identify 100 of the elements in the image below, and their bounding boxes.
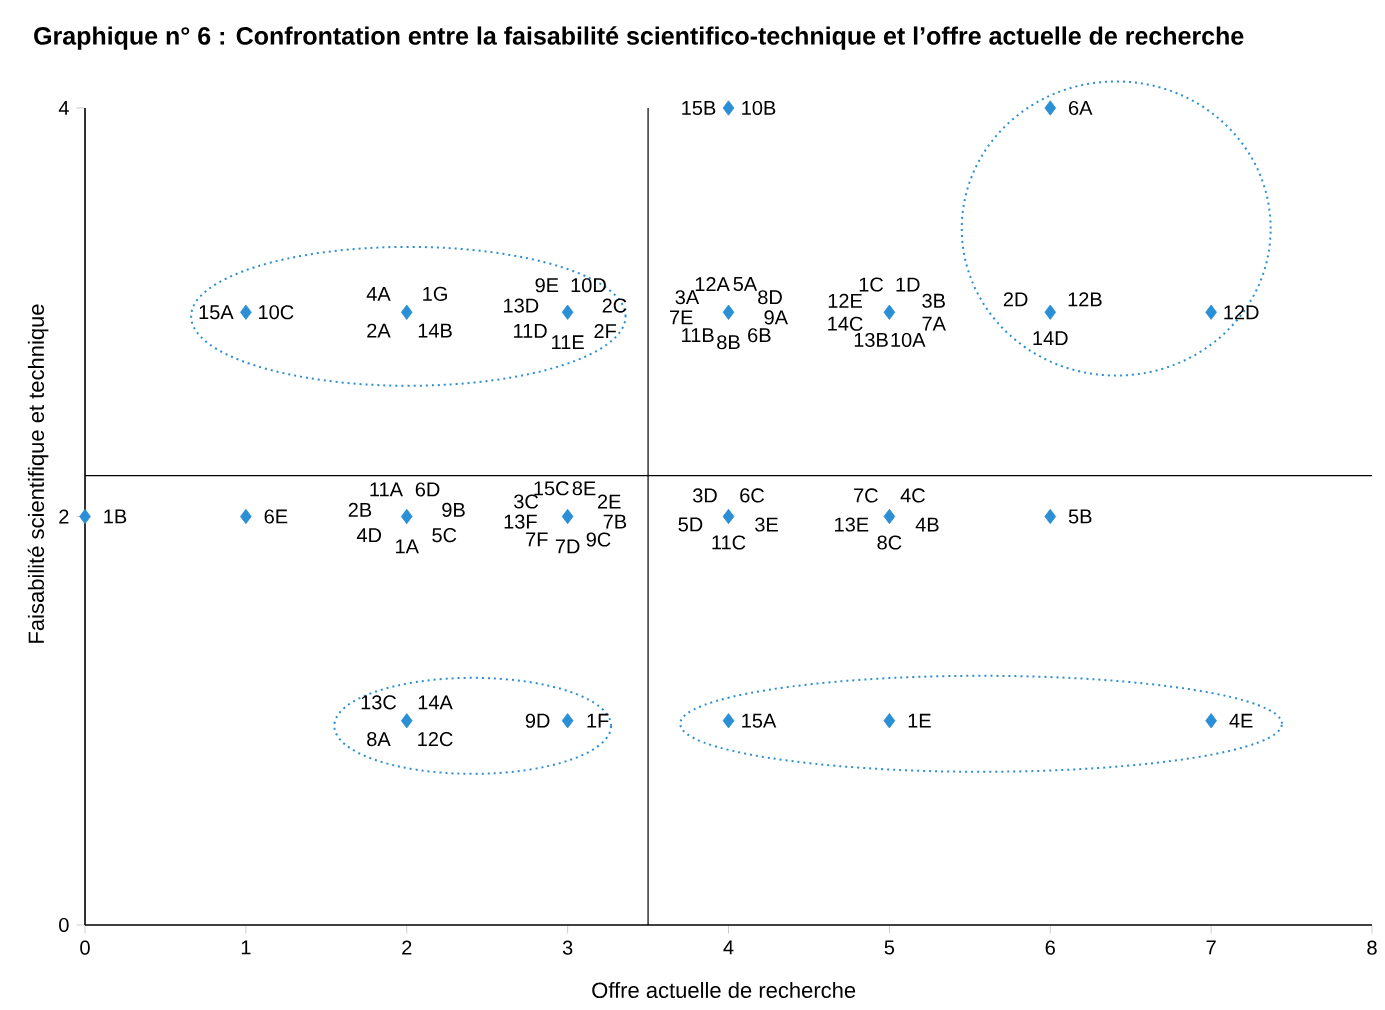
annotation: 7B	[603, 514, 627, 529]
point	[240, 508, 252, 525]
annotation: 4E	[1229, 713, 1253, 728]
annotation: 9E	[535, 278, 559, 293]
annotation: 7E	[670, 310, 693, 325]
point	[1205, 713, 1217, 729]
annotation: 9B	[442, 502, 465, 517]
annotation: 4C	[900, 488, 925, 503]
point	[400, 304, 413, 320]
annotation: 11E	[552, 335, 584, 350]
annotation: 8B	[717, 335, 740, 350]
annotation: 10B	[742, 100, 776, 116]
annotation: 13F	[504, 514, 537, 529]
annotation: 7C	[854, 488, 878, 503]
annotation: 7D	[555, 539, 580, 554]
annotation: 14D	[1033, 331, 1068, 346]
point	[1044, 508, 1057, 525]
annotation: 10A	[891, 332, 926, 348]
annotation: 6C	[740, 488, 765, 503]
point	[561, 713, 574, 729]
annotation: 5D	[678, 517, 703, 532]
y-tick-label: 4	[58, 101, 69, 115]
annotation: 14A	[418, 695, 453, 710]
point	[883, 508, 896, 525]
annotation: 6E	[264, 509, 288, 524]
annotation: 3A	[675, 290, 700, 305]
point	[561, 508, 574, 525]
point	[400, 508, 413, 525]
y-tick-label: 2	[59, 509, 69, 524]
point	[1205, 304, 1217, 320]
annotation: 8A	[367, 732, 391, 747]
x-tick-label: 2	[402, 940, 412, 955]
annotation: 13E	[835, 517, 869, 532]
annotation: 5A	[733, 277, 758, 292]
annotation: 2D	[1003, 292, 1028, 307]
annotation: 9A	[764, 310, 788, 325]
annotation: 3B	[922, 293, 945, 308]
annotation: 1A	[396, 539, 419, 554]
annotation: 12C	[418, 732, 453, 747]
annotation: 6B	[748, 328, 771, 343]
x-tick-label: 5	[884, 940, 895, 955]
annotation: 3D	[692, 488, 717, 503]
x-tick-label: 7	[1206, 940, 1216, 955]
x-tick-label: 8	[1367, 940, 1377, 955]
annotation: 8E	[572, 481, 596, 496]
annotation: 11B	[682, 328, 714, 343]
annotation: 13B	[854, 332, 888, 348]
annotation: 15A	[199, 305, 234, 320]
annotation: 4D	[356, 528, 382, 543]
annotation: 1D	[896, 277, 920, 292]
annotation: 8D	[758, 290, 782, 305]
annotation: 1E	[908, 713, 931, 728]
point	[240, 304, 252, 320]
annotation: 1C	[859, 277, 884, 292]
point	[722, 508, 735, 525]
annotation: 13C	[361, 695, 397, 710]
x-tick-label: 4	[723, 940, 734, 955]
annotation: 12E	[828, 293, 862, 308]
point	[722, 304, 735, 320]
annotation: 2A	[367, 323, 391, 338]
point	[79, 508, 91, 525]
x-axis-title: Offre actuelle de recherche	[592, 981, 856, 999]
annotation: 15A	[742, 713, 777, 728]
annotation: 6A	[1069, 100, 1093, 116]
point	[883, 713, 896, 729]
annotation: 6D	[415, 482, 440, 497]
annotation: 14C	[828, 316, 863, 331]
annotation: 1F	[587, 713, 609, 728]
point	[561, 304, 574, 320]
annotation: 7F	[526, 532, 548, 547]
x-tick-label: 1	[241, 940, 251, 955]
annotation: 9D	[525, 713, 550, 728]
annotation: 14B	[418, 323, 452, 338]
annotation: 7A	[922, 316, 946, 331]
y-axis-title: Faisabilité scientifique et technique	[27, 304, 49, 643]
annotation: 11A	[370, 482, 403, 497]
annotation: 4B	[915, 517, 939, 532]
annotation: 3E	[755, 517, 778, 532]
annotation: 10D	[571, 278, 606, 293]
point	[400, 713, 413, 729]
annotation: 2C	[602, 298, 627, 313]
annotation: 11D	[514, 324, 547, 338]
annotation: 11C	[712, 535, 746, 550]
point	[1044, 304, 1057, 320]
point	[722, 100, 735, 116]
point	[722, 713, 735, 729]
annotation: 5C	[432, 528, 457, 543]
annotation: 10C	[259, 305, 294, 320]
x-tick-label: 3	[562, 940, 573, 955]
annotation: 12B	[1068, 292, 1102, 307]
annotation: 1B	[104, 509, 127, 524]
point	[883, 304, 896, 320]
x-tick-label: 0	[80, 940, 90, 955]
annotation: 12D	[1224, 305, 1259, 320]
y-tick-label: 0	[59, 917, 69, 933]
annotation: 5B	[1068, 509, 1092, 524]
annotation: 9C	[586, 532, 611, 547]
annotation: 2F	[594, 323, 617, 338]
point	[1044, 100, 1057, 116]
annotation: 12A	[695, 277, 730, 292]
